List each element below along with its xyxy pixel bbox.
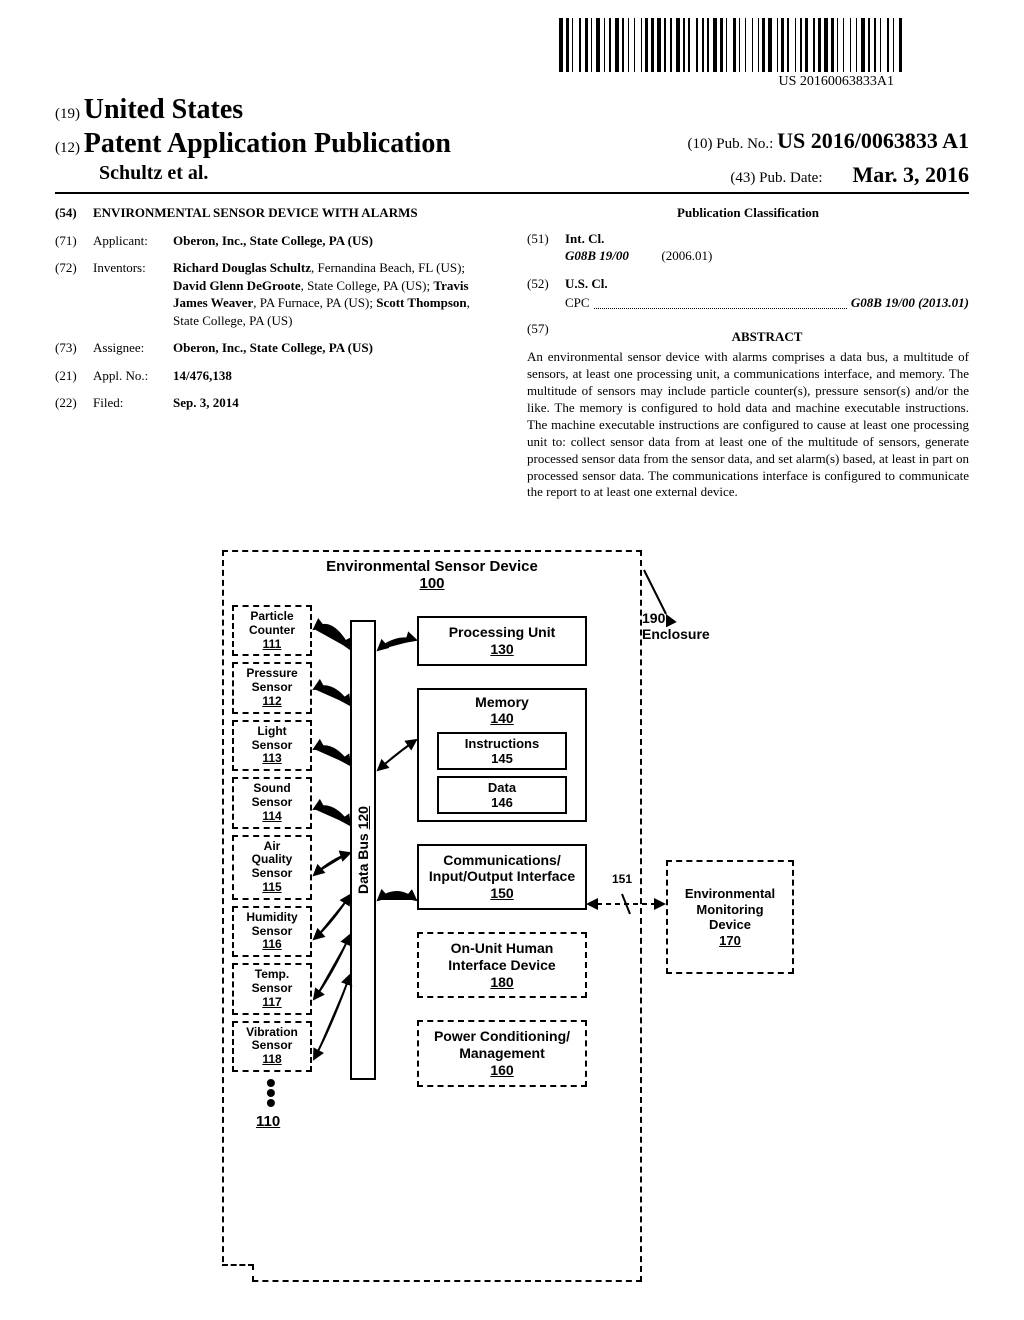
field-51-num: (51) xyxy=(527,230,565,265)
field-72-label: Inventors: xyxy=(93,259,173,329)
pubdate: Mar. 3, 2016 xyxy=(852,162,969,187)
field-72-val: Richard Douglas Schultz, Fernandina Beac… xyxy=(173,259,497,329)
pap-prefix: (12) xyxy=(55,140,80,156)
field-21-label: Appl. No.: xyxy=(93,367,173,385)
field-22-num: (22) xyxy=(55,394,93,412)
field-21-val: 14/476,138 xyxy=(173,367,497,385)
barcode xyxy=(559,18,939,72)
field-72-num: (72) xyxy=(55,259,93,329)
sensor-box: AirQualitySensor115 xyxy=(232,835,312,900)
classification-header: Publication Classification xyxy=(527,204,969,222)
field-51-date: (2006.01) xyxy=(661,248,712,263)
field-73-val: Oberon, Inc., State College, PA (US) xyxy=(173,339,497,357)
pubno: US 2016/0063833 A1 xyxy=(777,128,969,153)
field-52-label: U.S. Cl. xyxy=(565,276,608,291)
field-21-num: (21) xyxy=(55,367,93,385)
field-52-num: (52) xyxy=(527,275,565,293)
pubdate-prefix: (43) xyxy=(730,170,755,186)
sensors-group-number: 110 xyxy=(256,1113,312,1130)
enclosure-callout: 190 Enclosure xyxy=(642,610,710,642)
field-73-label: Assignee: xyxy=(93,339,173,357)
field-22-val: Sep. 3, 2014 xyxy=(173,394,497,412)
field-54-val: ENVIRONMENTAL SENSOR DEVICE WITH ALARMS xyxy=(93,204,497,222)
field-71-label: Applicant: xyxy=(93,232,173,250)
external-device-box: Environmental Monitoring Device170 xyxy=(666,860,794,974)
right-column: Publication Classification (51) Int. Cl.… xyxy=(527,204,969,501)
field-52-val: G08B 19/00 (2013.01) xyxy=(851,294,969,312)
barcode-text: US 20160063833A1 xyxy=(778,74,894,90)
pubno-prefix: (10) xyxy=(687,136,712,152)
sensor-box: Temp.Sensor117 xyxy=(232,963,312,1014)
sensor-box: ParticleCounter111 xyxy=(232,605,312,656)
field-54-num: (54) xyxy=(55,204,93,222)
field-73-num: (73) xyxy=(55,339,93,357)
link-151-label: 151 xyxy=(612,872,632,886)
sensor-column: ParticleCounter111 PressureSensor112 Light… xyxy=(232,605,312,1130)
country-prefix: (19) xyxy=(55,106,80,122)
device-title: Environmental Sensor Device xyxy=(224,552,640,575)
field-57-num: (57) xyxy=(527,320,565,350)
country: United States xyxy=(84,94,243,125)
sensor-box: LightSensor113 xyxy=(232,720,312,771)
bus-right-arrows xyxy=(376,620,420,1040)
data-box: Data146 xyxy=(437,776,567,814)
sensor-box: PressureSensor112 xyxy=(232,662,312,713)
sensor-box: HumiditySensor116 xyxy=(232,906,312,957)
left-column: (54) ENVIRONMENTAL SENSOR DEVICE WITH AL… xyxy=(55,204,497,501)
abstract-header: ABSTRACT xyxy=(565,328,969,346)
field-71-num: (71) xyxy=(55,232,93,250)
comm-external-link xyxy=(586,890,668,920)
right-stack: Processing Unit130 Memory140 Instruction… xyxy=(417,616,617,1109)
pap-title: Patent Application Publication xyxy=(84,128,451,159)
field-22-label: Filed: xyxy=(93,394,173,412)
field-71-val: Oberon, Inc., State College, PA (US) xyxy=(173,232,497,250)
abstract-body: An environmental sensor device with alar… xyxy=(527,349,969,501)
instructions-box: Instructions145 xyxy=(437,732,567,770)
pubno-label: Pub. No.: xyxy=(716,136,773,152)
patent-header: (19) United States (12) Patent Applicati… xyxy=(55,94,969,194)
field-51-label: Int. Cl. xyxy=(565,231,604,246)
sensor-bus-arrows xyxy=(310,605,354,1145)
device-number: 100 xyxy=(224,575,640,592)
field-51-code: G08B 19/00 xyxy=(565,248,629,263)
cpc-label: CPC xyxy=(565,294,590,312)
human-interface-box: On-Unit Human Interface Device180 xyxy=(417,932,587,998)
communications-box: Communications/ Input/Output Interface15… xyxy=(417,844,587,910)
power-box: Power Conditioning/ Management160 xyxy=(417,1020,587,1086)
authors: Schultz et al. xyxy=(55,162,208,188)
memory-box: Memory140 Instructions145 Data146 xyxy=(417,688,587,822)
pubdate-label: Pub. Date: xyxy=(759,170,822,186)
processing-unit-box: Processing Unit130 xyxy=(417,616,587,666)
figure-diagram: Environmental Sensor Device 100 190 Encl… xyxy=(182,550,842,1290)
dotted-leader xyxy=(594,294,847,309)
biblio-columns: (54) ENVIRONMENTAL SENSOR DEVICE WITH AL… xyxy=(55,204,969,501)
sensor-box: SoundSensor114 xyxy=(232,777,312,828)
ellipsis-dots: ••• xyxy=(266,1078,312,1107)
sensor-box: VibrationSensor118 xyxy=(232,1021,312,1072)
